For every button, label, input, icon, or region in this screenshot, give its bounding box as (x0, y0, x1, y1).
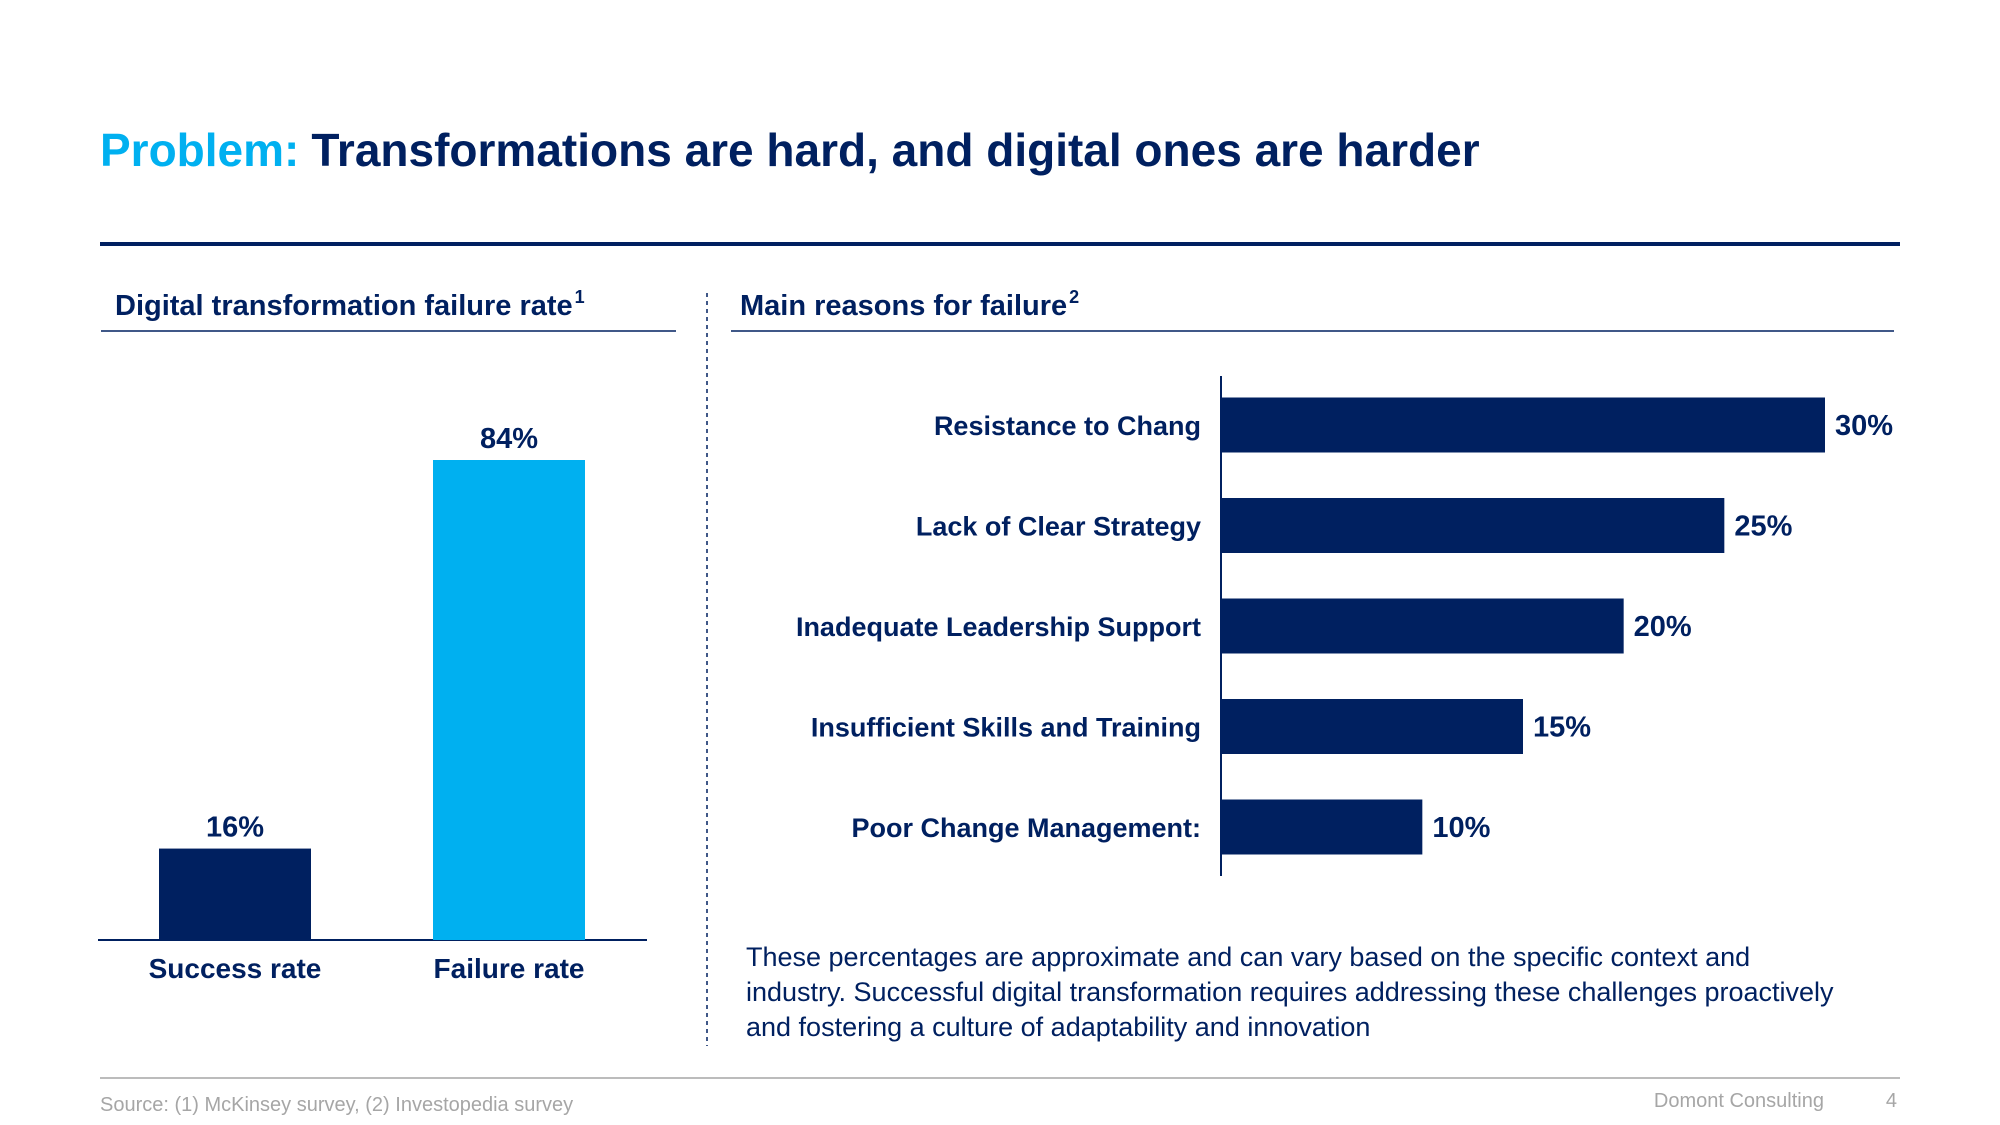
value-label: 15% (1533, 712, 1591, 744)
category-label: Resistance to Chang (934, 411, 1201, 441)
chart-title: Digital transformation failure rate 1 (115, 287, 585, 322)
chart-title-text: Main reasons for failure (740, 290, 1067, 322)
source: Source: (1) McKinsey survey, (2) Investo… (100, 1094, 573, 1116)
value-label: 25% (1734, 511, 1792, 543)
category-label: Failure rate (434, 953, 585, 984)
title-prefix: Problem: (100, 124, 299, 176)
category-label: Inadequate Leadership Support (796, 612, 1201, 642)
category-label: Lack of Clear Strategy (916, 512, 1201, 542)
footnote-mark: 2 (1069, 287, 1079, 307)
category-label: Success rate (149, 953, 322, 984)
bar (1221, 799, 1423, 855)
footnote-mark: 1 (575, 287, 585, 307)
slide-title: Problem: Transformations are hard, and di… (100, 124, 1480, 176)
category-label: Poor Change Management: (851, 813, 1201, 843)
bar (1221, 498, 1725, 553)
bar (1221, 598, 1624, 654)
title-main: Transformations are hard, and digital on… (311, 124, 1479, 176)
bar (159, 848, 311, 940)
value-label: 20% (1634, 611, 1692, 643)
value-label: 30% (1835, 410, 1893, 442)
value-label: 84% (480, 423, 538, 455)
company: Domont Consulting (1654, 1090, 1824, 1112)
page-number: 4 (1886, 1090, 1897, 1112)
bar (1221, 699, 1523, 754)
bar (433, 460, 585, 940)
chart-title: Main reasons for failure 2 (740, 287, 1079, 322)
category-label: Insufficient Skills and Training (811, 713, 1201, 743)
value-label: 10% (1432, 812, 1490, 844)
bar (1221, 397, 1825, 453)
chart-title-text: Digital transformation failure rate (115, 290, 573, 322)
note: These percentages are approximate and ca… (746, 942, 1834, 1042)
value-label: 16% (206, 812, 264, 844)
